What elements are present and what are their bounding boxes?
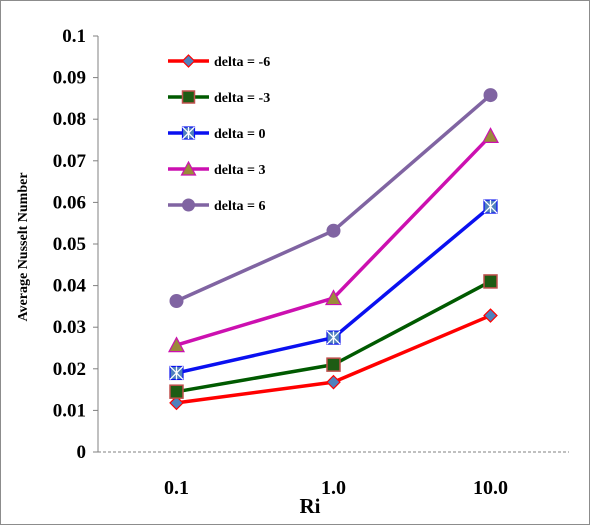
data-point — [483, 199, 498, 214]
chart-legend: delta = -6 delta = -3 delta = 0 delta = 3 de… — [168, 54, 270, 214]
data-point — [324, 289, 343, 306]
data-point — [180, 160, 197, 176]
legend-item: delta = -3 — [168, 90, 270, 106]
data-point — [481, 127, 500, 143]
legend-item: delta = 0 — [168, 126, 266, 142]
series-delta-6 — [169, 308, 498, 411]
data-point — [326, 374, 341, 390]
data-point — [167, 336, 186, 353]
y-tick-label: 0.06 — [53, 192, 86, 213]
data-point — [182, 198, 195, 212]
y-axis-label: Average Nusselt Number — [16, 172, 31, 321]
data-point — [181, 54, 196, 68]
y-tick-label: 0.03 — [53, 317, 86, 338]
series-delta-3 — [169, 274, 498, 399]
data-point — [181, 90, 196, 104]
y-tick-label: 0.01 — [53, 400, 86, 421]
y-tick-label: 0.1 — [62, 26, 86, 47]
data-point — [483, 308, 498, 323]
legend-item: delta = -6 — [168, 54, 270, 70]
data-point — [326, 330, 341, 345]
marker-cross — [169, 366, 184, 380]
y-tick-label: 0.08 — [53, 109, 86, 130]
chart-series — [167, 88, 500, 411]
x-tick-label: 10.0 — [473, 477, 508, 499]
legend-label: delta = -6 — [214, 55, 270, 70]
legend-item: delta = 3 — [168, 160, 266, 178]
data-point — [483, 274, 498, 289]
series-delta-6 — [169, 88, 498, 308]
marker-cross — [182, 126, 195, 140]
marker-cross — [326, 330, 341, 345]
data-point — [483, 88, 498, 103]
legend-label: delta = 0 — [214, 127, 266, 142]
x-axis-label: Ri — [300, 494, 321, 518]
x-tick-label: 0.1 — [164, 477, 189, 499]
data-point — [169, 365, 184, 381]
data-point — [169, 384, 184, 399]
data-point — [326, 223, 341, 238]
y-tick-label: 0.02 — [53, 359, 86, 380]
y-tick-label: 0.04 — [53, 276, 87, 297]
series-delta-0 — [169, 199, 498, 381]
y-tick-label: 0.09 — [53, 68, 86, 89]
y-tick-label: 0.05 — [53, 234, 86, 255]
legend-label: delta = -3 — [214, 91, 270, 106]
data-point — [181, 126, 196, 140]
chart-axes: 0 0.01 0.02 0.03 0.04 0.05 0.06 0.07 0.08 0.09 0.1… — [53, 26, 569, 499]
y-tick-label: 0.07 — [53, 151, 87, 172]
legend-label: delta = 6 — [214, 199, 266, 214]
marker-cross — [483, 199, 498, 214]
legend-item: delta = 6 — [168, 198, 266, 214]
data-point — [169, 293, 184, 308]
y-tick-label: 0 — [77, 442, 87, 463]
legend-label: delta = 3 — [214, 163, 266, 178]
x-tick-label: 1.0 — [321, 477, 346, 499]
series-delta-3 — [167, 127, 500, 353]
data-point — [169, 395, 184, 411]
data-point — [326, 357, 341, 372]
